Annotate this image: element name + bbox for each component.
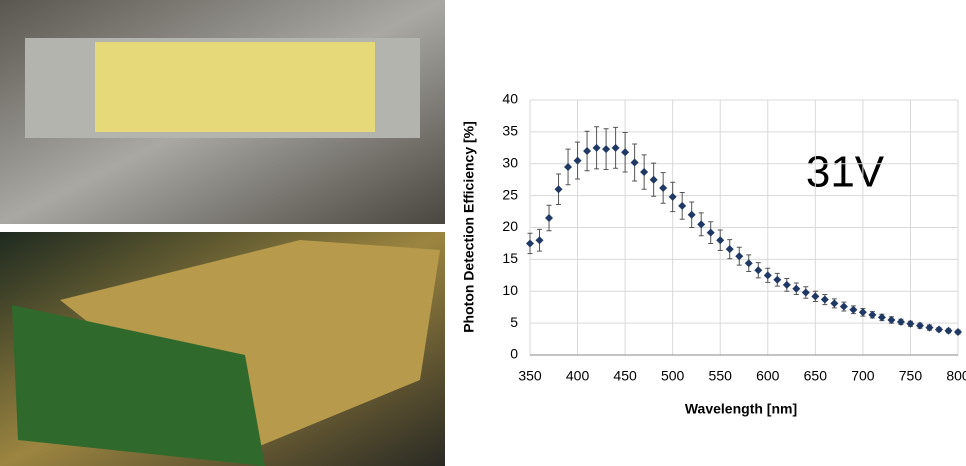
y-tick-label: 15 bbox=[502, 250, 518, 266]
data-point bbox=[801, 288, 810, 297]
photo-pcb bbox=[12, 305, 265, 466]
x-tick-label: 550 bbox=[709, 368, 733, 384]
data-point bbox=[906, 319, 915, 328]
x-tick-label: 800 bbox=[946, 368, 966, 384]
y-tick-label: 0 bbox=[510, 346, 518, 362]
data-point bbox=[868, 310, 877, 319]
y-axis-title: Photon Detection Efficiency [%] bbox=[461, 121, 477, 333]
data-point bbox=[944, 326, 953, 335]
y-tick-label: 40 bbox=[502, 91, 518, 107]
y-tick-label: 30 bbox=[502, 154, 518, 170]
y-tick-label: 20 bbox=[502, 218, 518, 234]
data-point bbox=[678, 201, 687, 210]
data-point bbox=[725, 245, 734, 254]
data-point bbox=[744, 259, 753, 268]
data-point bbox=[668, 192, 677, 201]
y-tick-label: 35 bbox=[502, 123, 518, 139]
data-point bbox=[526, 239, 534, 248]
data-point bbox=[592, 143, 601, 152]
photo-module bbox=[60, 240, 440, 450]
data-point bbox=[915, 321, 924, 330]
data-point bbox=[754, 266, 763, 275]
data-point bbox=[706, 228, 715, 237]
data-point bbox=[649, 175, 658, 184]
x-tick-label: 400 bbox=[566, 368, 590, 384]
data-point bbox=[839, 302, 848, 311]
data-point bbox=[735, 252, 744, 261]
data-point bbox=[820, 295, 829, 304]
x-tick-label: 700 bbox=[851, 368, 875, 384]
x-tick-label: 750 bbox=[899, 368, 923, 384]
data-point bbox=[583, 147, 592, 155]
data-point bbox=[925, 323, 934, 332]
data-point bbox=[716, 236, 725, 245]
data-point bbox=[792, 284, 801, 293]
data-point bbox=[545, 213, 554, 222]
data-point bbox=[782, 280, 791, 289]
data-point bbox=[697, 220, 706, 229]
y-tick-label: 10 bbox=[502, 282, 518, 298]
annotation: 31V bbox=[806, 148, 885, 197]
data-point bbox=[849, 305, 858, 314]
data-point bbox=[763, 271, 772, 280]
data-point bbox=[811, 292, 820, 301]
x-tick-label: 350 bbox=[518, 368, 542, 384]
data-point bbox=[954, 328, 962, 337]
y-tick-label: 25 bbox=[502, 186, 518, 202]
x-tick-label: 650 bbox=[804, 368, 828, 384]
data-point bbox=[611, 143, 620, 152]
data-point bbox=[621, 148, 630, 157]
x-axis-title: Wavelength [nm] bbox=[685, 401, 797, 417]
data-point bbox=[535, 236, 544, 245]
x-tick-label: 450 bbox=[613, 368, 637, 384]
y-tick-label: 5 bbox=[510, 314, 518, 330]
photo-board bbox=[95, 42, 375, 132]
data-point bbox=[554, 185, 563, 194]
data-point bbox=[630, 158, 639, 167]
data-point bbox=[773, 275, 782, 284]
data-point bbox=[858, 308, 867, 317]
data-point bbox=[659, 183, 668, 192]
data-point bbox=[573, 156, 582, 165]
x-tick-label: 600 bbox=[756, 368, 780, 384]
data-point bbox=[640, 168, 649, 177]
data-point bbox=[887, 315, 896, 324]
data-point bbox=[830, 299, 839, 308]
x-tick-label: 500 bbox=[661, 368, 685, 384]
data-point bbox=[564, 162, 573, 171]
data-point bbox=[602, 145, 611, 154]
data-point bbox=[687, 210, 696, 219]
data-point bbox=[934, 325, 943, 334]
data-point bbox=[877, 313, 886, 322]
data-point bbox=[896, 317, 905, 326]
